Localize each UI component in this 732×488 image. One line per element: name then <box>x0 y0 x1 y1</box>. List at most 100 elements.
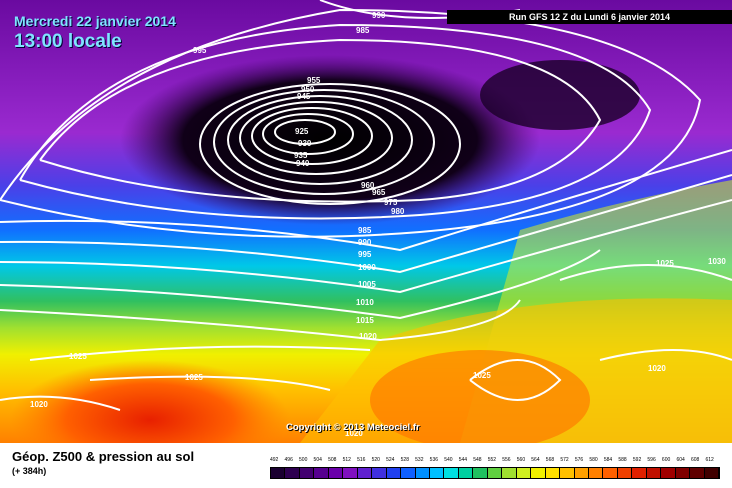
isobar-label: 1020 <box>359 332 377 341</box>
isobar-label: 1005 <box>358 280 376 289</box>
scale-swatch <box>661 468 676 478</box>
scale-label: 548 <box>473 457 482 463</box>
isobar-label: 1015 <box>356 316 374 325</box>
scale-label: 552 <box>487 457 497 463</box>
scale-label: 572 <box>560 457 569 463</box>
isobar-label: 940 <box>296 159 310 168</box>
forecast-date: Mercredi 22 janvier 2014 <box>14 13 176 29</box>
isobars <box>0 0 732 410</box>
forecast-time: 13:00 locale <box>14 31 122 52</box>
scale-label: 496 <box>284 457 293 463</box>
scale-swatch <box>502 468 517 478</box>
scale-swatch <box>531 468 546 478</box>
scale-swatch <box>328 468 344 478</box>
weather-map: Mercredi 22 janvier 2014 13:00 locale Ru… <box>0 0 732 443</box>
isobar-label: 995 <box>358 250 372 259</box>
isobar-label: 960 <box>361 181 375 190</box>
scale-label: 528 <box>400 457 409 463</box>
scale-swatch <box>487 468 503 478</box>
scale-label: 584 <box>603 457 613 463</box>
scale-label: 596 <box>647 457 656 463</box>
footer-legend: Géop. Z500 & pression au sol (+ 384h) 49… <box>0 443 732 488</box>
scale-label: 576 <box>574 457 584 463</box>
scale-swatch <box>415 468 430 478</box>
scale-swatch <box>545 468 561 478</box>
scale-swatch <box>704 468 720 478</box>
isobar-label: 925 <box>295 127 309 136</box>
scale-label: 492 <box>270 457 279 463</box>
scale-label: 524 <box>386 457 395 463</box>
scale-label: 588 <box>618 457 627 463</box>
isobar-label: 980 <box>391 207 405 216</box>
scale-label: 504 <box>313 457 322 463</box>
scale-label: 532 <box>415 457 424 463</box>
scale-swatch <box>429 468 445 478</box>
scale-swatch <box>560 468 575 478</box>
scale-label: 568 <box>545 457 555 463</box>
scale-label: 612 <box>705 457 714 463</box>
isobar-label: 985 <box>358 226 372 235</box>
color-scale-labels: 492 496 500 504 508 512 516 520 524 528 532 536 540 5… <box>270 457 720 467</box>
scale-swatch <box>343 468 358 478</box>
scale-swatch <box>372 468 387 478</box>
isobar-label: 935 <box>294 151 308 160</box>
isobar-label: 975 <box>384 198 398 207</box>
scale-swatch <box>632 468 647 478</box>
scale-swatch <box>401 468 416 478</box>
scale-swatch <box>285 468 300 478</box>
scale-swatch <box>646 468 662 478</box>
isobar-label: 1020 <box>648 364 666 373</box>
scale-label: 512 <box>342 457 351 463</box>
isobar-label: 1030 <box>708 257 726 266</box>
scale-swatch <box>314 468 329 478</box>
map-canvas <box>0 0 732 443</box>
isobar-label: 990 <box>372 11 386 20</box>
model-run-label: Run GFS 12 Z du Lundi 6 janvier 2014 <box>447 10 732 24</box>
copyright-text: Copyright © 2013 Meteociel.fr <box>286 422 420 433</box>
scale-swatch <box>271 468 286 478</box>
scale-label: 592 <box>632 457 642 463</box>
scale-label: 564 <box>531 457 540 463</box>
scale-label: 508 <box>328 457 337 463</box>
isobar-label: 1000 <box>358 263 376 272</box>
color-scale-bar <box>270 467 720 479</box>
isobar-label: 985 <box>356 26 370 35</box>
scale-swatch <box>299 468 315 478</box>
scale-swatch <box>516 468 532 478</box>
scale-swatch <box>588 468 604 478</box>
scale-label: 544 <box>458 457 468 463</box>
isobar-label: 1025 <box>473 371 491 380</box>
isobar-label: 990 <box>358 238 372 247</box>
isobar-label: 1020 <box>345 429 363 438</box>
scale-swatch <box>458 468 474 478</box>
scale-swatch <box>675 468 691 478</box>
scale-swatch <box>357 468 373 478</box>
scale-label: 500 <box>299 457 308 463</box>
isobar-label: 955 <box>307 76 321 85</box>
isobar-label: 1025 <box>69 352 87 361</box>
scale-label: 556 <box>502 457 511 463</box>
isobar-label: 1010 <box>356 298 374 307</box>
isobar-label: 965 <box>372 188 386 197</box>
scale-label: 600 <box>661 457 671 463</box>
scale-swatch <box>690 468 705 478</box>
isobar-label: 950 <box>301 85 315 94</box>
isobar-label: 930 <box>298 139 312 148</box>
isobar-label: 945 <box>297 92 311 101</box>
scale-swatch <box>617 468 633 478</box>
scale-label: 608 <box>690 457 700 463</box>
scale-swatch <box>386 468 402 478</box>
scale-swatch <box>473 468 488 478</box>
legend-title: Géop. Z500 & pression au sol <box>12 449 195 464</box>
isobar-label: 1020 <box>30 400 48 409</box>
scale-label: 516 <box>357 457 366 463</box>
scale-swatch <box>574 468 589 478</box>
scale-swatch <box>603 468 618 478</box>
scale-label: 560 <box>516 457 526 463</box>
scale-label: 540 <box>444 457 453 463</box>
scale-swatch <box>444 468 459 478</box>
isobar-label: 1025 <box>185 373 203 382</box>
scale-label: 604 <box>676 457 685 463</box>
scale-label: 536 <box>429 457 439 463</box>
legend-subtitle: (+ 384h) <box>12 466 47 476</box>
